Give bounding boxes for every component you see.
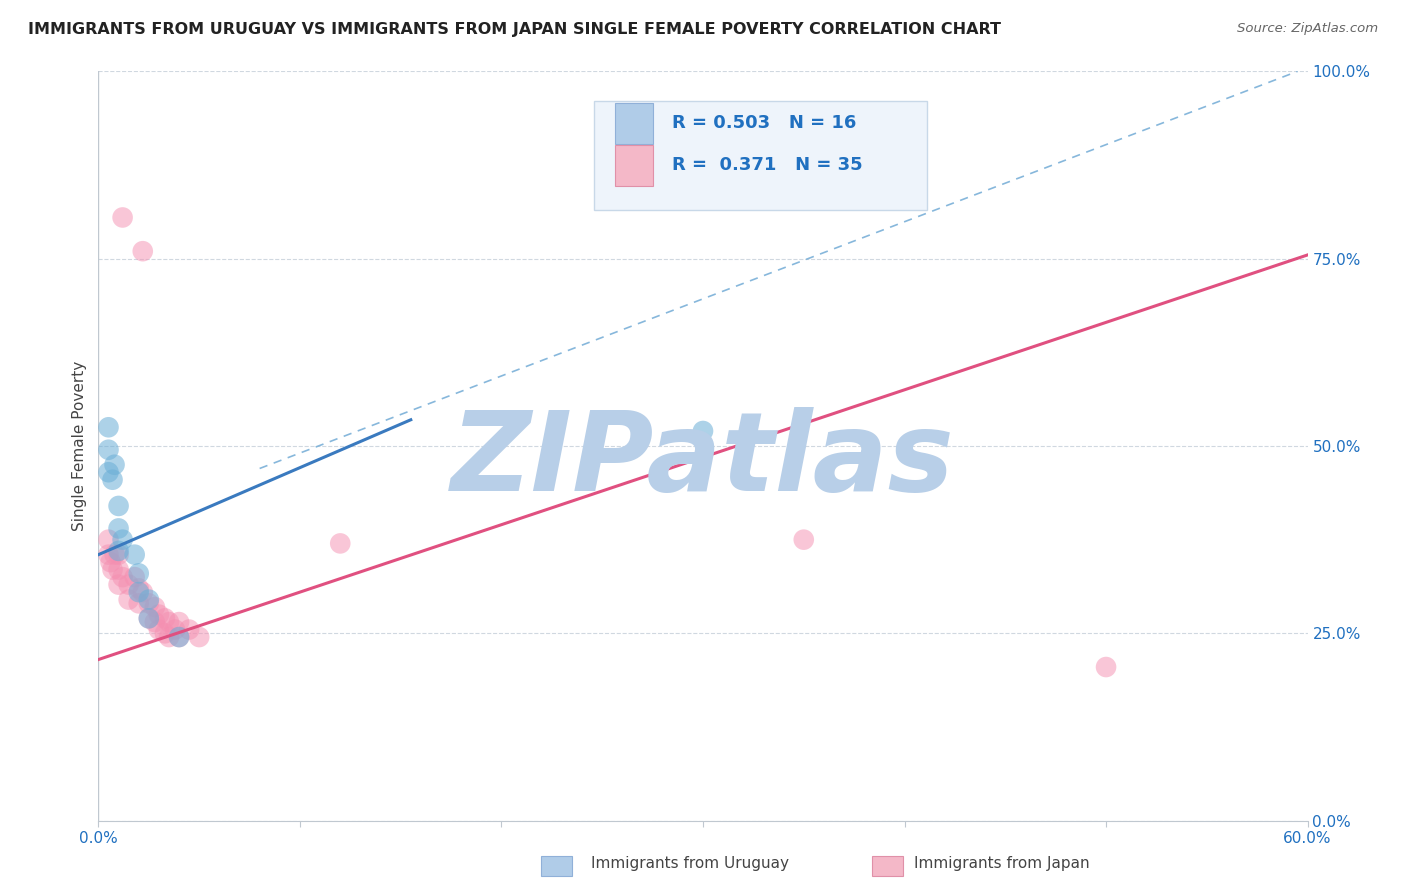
Point (132, 244, 155, 259)
Point (143, 600, 166, 615)
Point (107, 548, 129, 562)
Point (138, 592, 160, 607)
Point (111, 570, 134, 584)
Point (111, 211, 134, 225)
Point (97, 533, 120, 547)
Point (128, 566, 150, 581)
Y-axis label: Single Female Poverty: Single Female Poverty (72, 361, 87, 531)
Text: ZIPatlas: ZIPatlas (451, 408, 955, 515)
Point (128, 585, 150, 599)
Point (692, 424, 714, 438)
Point (188, 630, 211, 644)
Point (100, 555, 122, 569)
Point (118, 592, 141, 607)
Point (132, 585, 155, 599)
Point (167, 630, 190, 644)
Point (1095, 660, 1118, 674)
Point (118, 577, 141, 591)
Point (138, 611, 160, 625)
Text: R = 0.503   N = 16: R = 0.503 N = 16 (672, 114, 856, 132)
Point (148, 607, 170, 622)
Text: Source: ZipAtlas.com: Source: ZipAtlas.com (1237, 22, 1378, 36)
Point (153, 626, 176, 640)
Point (107, 499, 129, 513)
Point (103, 548, 125, 562)
Point (107, 563, 129, 577)
Point (97, 465, 120, 479)
Point (124, 570, 146, 584)
Point (101, 563, 124, 577)
Point (329, 536, 352, 550)
FancyBboxPatch shape (595, 102, 927, 210)
Text: R =  0.371   N = 35: R = 0.371 N = 35 (672, 156, 862, 175)
Point (163, 623, 186, 637)
Point (103, 458, 125, 472)
Point (138, 596, 160, 610)
Point (128, 582, 150, 596)
FancyBboxPatch shape (614, 145, 654, 186)
Point (157, 615, 180, 629)
Point (167, 630, 190, 644)
Point (107, 521, 129, 535)
Point (793, 533, 815, 547)
Point (124, 548, 146, 562)
Point (111, 533, 134, 547)
Text: IMMIGRANTS FROM URUGUAY VS IMMIGRANTS FROM JAPAN SINGLE FEMALE POVERTY CORRELATI: IMMIGRANTS FROM URUGUAY VS IMMIGRANTS FR… (28, 22, 1001, 37)
Point (101, 473, 124, 487)
Point (157, 630, 180, 644)
Point (128, 596, 150, 610)
Point (97, 548, 120, 562)
Point (138, 611, 160, 625)
Point (97, 420, 120, 434)
Point (179, 623, 201, 637)
Text: Immigrants from Uruguay: Immigrants from Uruguay (591, 856, 789, 871)
Text: Immigrants from Japan: Immigrants from Japan (914, 856, 1090, 871)
Point (107, 577, 129, 591)
Point (107, 544, 129, 558)
Point (143, 615, 166, 629)
Point (148, 623, 170, 637)
FancyBboxPatch shape (614, 103, 654, 144)
Point (97, 442, 120, 457)
Point (167, 615, 190, 629)
Point (153, 611, 176, 625)
